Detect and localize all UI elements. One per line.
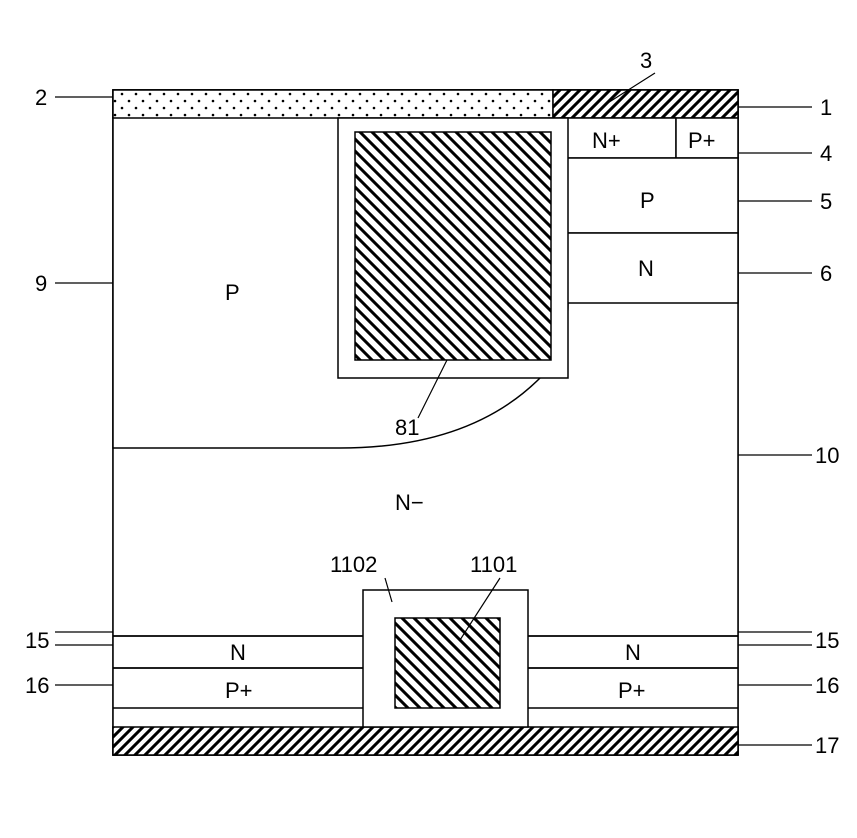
trench-top-inner-81	[355, 132, 551, 360]
callout-16l: 16	[25, 673, 49, 699]
label-p-big: P	[225, 280, 240, 306]
callout-15l: 15	[25, 628, 49, 654]
diagram-canvas: N+ P+ P N P N− N N P+ P+ 1 2 3 4 5 6 9 1…	[0, 0, 857, 838]
label-nplus: N+	[592, 128, 621, 154]
callout-4: 4	[820, 141, 832, 167]
label-n-right: N	[638, 256, 654, 282]
diagram-svg	[0, 0, 857, 838]
label-pplus-top: P+	[688, 128, 716, 154]
label-pplus-bl: P+	[225, 678, 253, 704]
label-nminus: N−	[395, 490, 424, 516]
bottom-trench-inner-1101	[395, 618, 500, 708]
callout-5: 5	[820, 189, 832, 215]
label-n-bl: N	[230, 640, 246, 666]
callout-3: 3	[640, 48, 652, 74]
callout-1: 1	[820, 95, 832, 121]
callout-6: 6	[820, 261, 832, 287]
callout-17: 17	[815, 733, 839, 759]
callout-81: 81	[395, 415, 419, 441]
label-n-br: N	[625, 640, 641, 666]
label-p-right: P	[640, 188, 655, 214]
callout-16r: 16	[815, 673, 839, 699]
callout-15r: 15	[815, 628, 839, 654]
callout-9: 9	[35, 271, 47, 297]
callout-10: 10	[815, 443, 839, 469]
label-pplus-br: P+	[618, 678, 646, 704]
callout-1101: 1101	[470, 552, 517, 578]
callout-2: 2	[35, 85, 47, 111]
callout-1102: 1102	[330, 552, 377, 578]
